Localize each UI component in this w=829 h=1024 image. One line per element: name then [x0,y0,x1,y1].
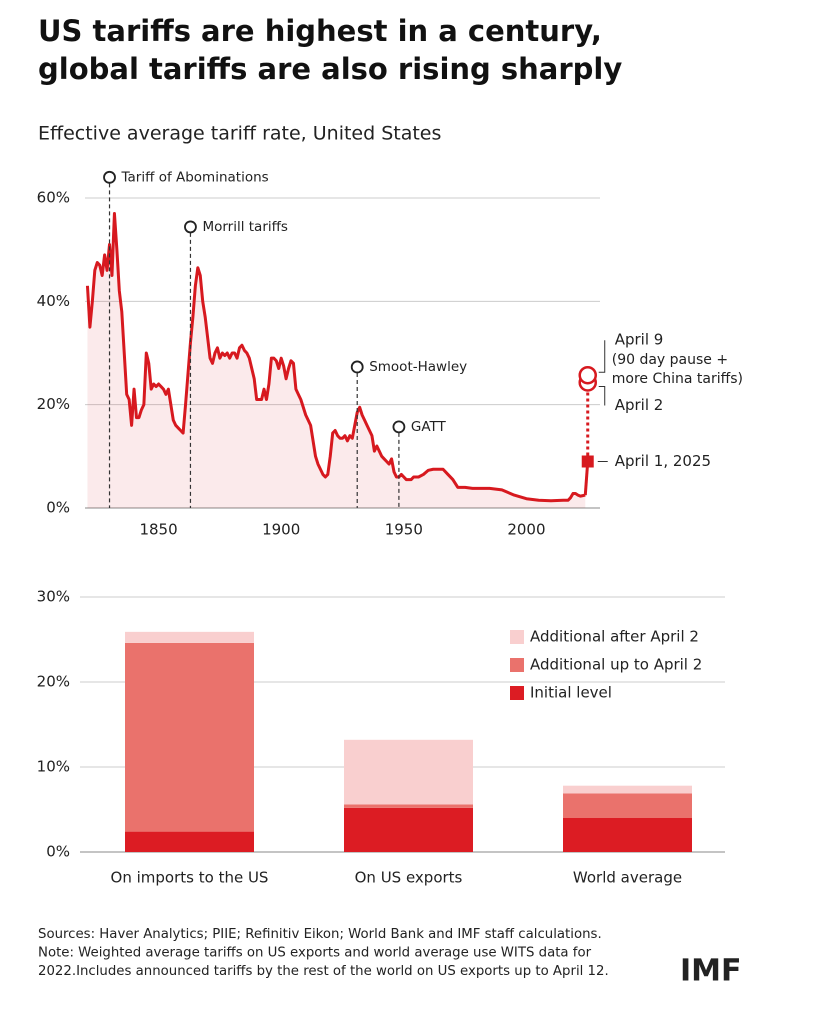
point-marker [578,365,597,385]
bar-segment [344,807,473,852]
legend-label: Additional up to April 2 [530,656,702,674]
legend-swatch [510,658,524,672]
event-marker [184,220,197,234]
event-label: Tariff of Abominations [121,169,269,185]
event-marker [350,360,364,374]
x-tick-label: 1950 [385,521,423,539]
x-tick-label: World average [573,869,682,887]
line [85,212,586,503]
bar-segment [125,642,254,832]
point-label: April 1, 2025 [615,452,711,470]
area [87,213,586,508]
point-note: more China tariffs) [612,371,743,387]
y-tick-label: 0% [46,843,70,861]
x-tick-label: 2000 [507,521,545,539]
bar-segment [344,739,473,805]
point-label: April 2 [615,396,664,414]
legend-label: Additional after April 2 [530,628,699,646]
footer-note: Note: Weighted average tariffs on US exp… [38,946,592,961]
event-marker [103,170,116,184]
legend-label: Initial level [530,684,612,702]
event-label: Morrill tariffs [202,219,288,235]
y-tick-label: 0% [46,499,70,517]
y-tick-label: 20% [37,395,70,413]
event-label: GATT [411,419,447,435]
y-tick-label: 30% [37,588,70,606]
subtitle: Effective average tariff rate, United St… [38,123,441,145]
point-note: (90 day pause + [612,352,728,368]
bar-segment [563,793,692,818]
x-tick-label: 1900 [262,521,300,539]
footer-note: 2022.Includes announced tariffs by the r… [38,964,609,979]
bar-segment [125,631,254,643]
title: US tariffs are highest in a century, glo… [38,14,623,86]
event-label: Smoot-Hawley [369,359,467,375]
x-tick-label: On imports to the US [111,869,269,887]
bar-segment [563,818,692,852]
x-tick-label: 1850 [139,521,177,539]
y-tick-label: 20% [37,673,70,691]
y-tick-label: 40% [37,292,70,310]
bracket [598,385,606,406]
bar-segment [563,785,692,794]
x-tick-label: On US exports [355,869,463,887]
point-marker [581,455,594,468]
event-marker [392,420,406,434]
legend-swatch [510,630,524,644]
point-label: April 9 [615,331,664,349]
y-tick-label: 10% [37,758,70,776]
logo: IMF [680,954,742,989]
legend-swatch [510,686,524,700]
y-tick-label: 60% [37,189,70,207]
bar-segment [125,831,254,852]
bar-segment [344,804,473,808]
footer-note: Sources: Haver Analytics; PIIE; Refiniti… [38,927,602,942]
bracket [598,340,606,373]
